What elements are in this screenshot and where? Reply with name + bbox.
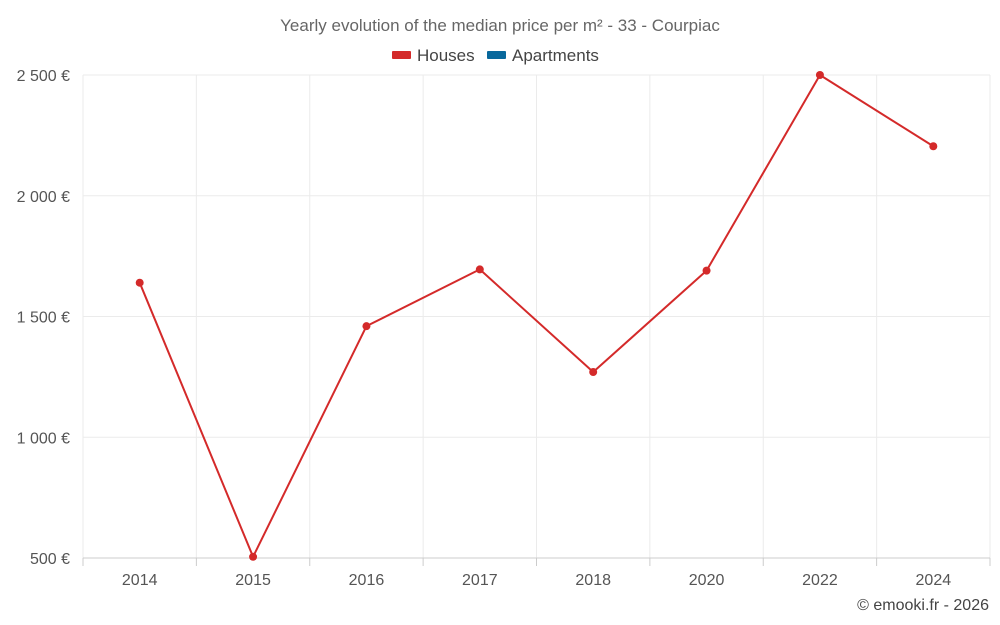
x-tick-label: 2015 — [235, 572, 271, 589]
series-houses — [135, 71, 938, 561]
x-tick-label: 2022 — [802, 572, 838, 589]
y-tick-label: 1 000 € — [17, 430, 70, 447]
legend-swatch-apartments — [487, 51, 506, 59]
x-tick-label: 2014 — [122, 572, 158, 589]
data-point-houses[interactable] — [929, 142, 938, 151]
x-axis: 2014 2015 2016 2017 2018 2020 2022 2024 — [82, 557, 991, 589]
legend-item-houses[interactable]: Houses — [392, 46, 475, 65]
data-point-houses[interactable] — [362, 322, 371, 331]
data-point-houses[interactable] — [475, 265, 484, 274]
legend-swatch-houses — [392, 51, 411, 59]
legend-label-houses: Houses — [417, 46, 475, 65]
data-point-houses[interactable] — [589, 368, 598, 377]
data-point-houses[interactable] — [135, 278, 144, 287]
series-line-houses — [138, 74, 934, 558]
x-tick-label: 2024 — [916, 572, 952, 589]
x-tick-label: 2020 — [689, 572, 725, 589]
x-tick-label: 2018 — [575, 572, 611, 589]
x-tick-label: 2017 — [462, 572, 498, 589]
gridlines — [82, 74, 991, 558]
y-axis: 500 € 1 000 € 1 500 € 2 000 € 2 500 € — [17, 68, 70, 568]
credit-text: © emooki.fr - 2026 — [857, 597, 989, 614]
data-point-houses[interactable] — [702, 266, 711, 275]
y-tick-label: 2 000 € — [17, 189, 70, 206]
legend: Houses Apartments — [392, 46, 599, 65]
legend-label-apartments: Apartments — [512, 46, 599, 65]
x-tick-label: 2016 — [349, 572, 385, 589]
y-tick-label: 1 500 € — [17, 310, 70, 327]
legend-item-apartments[interactable]: Apartments — [487, 46, 599, 65]
data-point-houses[interactable] — [249, 552, 258, 561]
data-point-houses[interactable] — [815, 71, 824, 79]
y-tick-label: 2 500 € — [17, 68, 70, 85]
chart-title: Yearly evolution of the median price per… — [280, 16, 720, 35]
y-tick-label: 500 € — [30, 551, 70, 568]
